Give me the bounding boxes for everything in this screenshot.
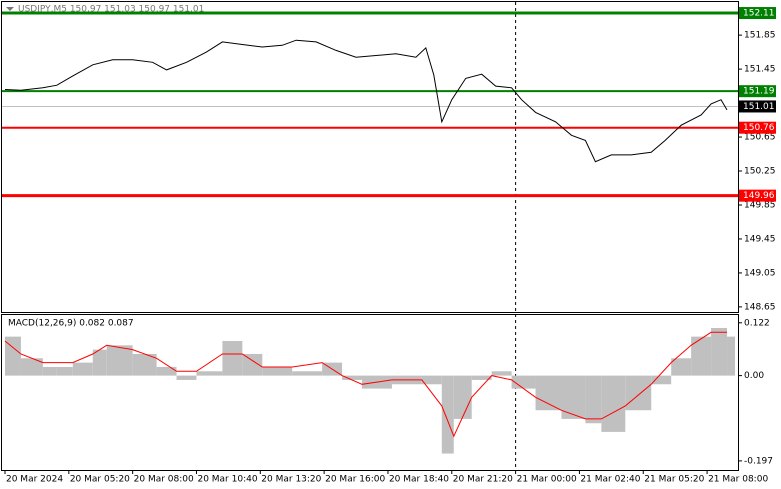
macd-bar (342, 375, 363, 380)
macd-bar (20, 358, 43, 376)
macd-bar (441, 375, 454, 454)
macd-bar (601, 375, 626, 432)
macd-bar (453, 375, 472, 419)
macd-tick-label: 0.00 (744, 371, 764, 381)
x-tick-label: 21 Mar 05:20 (644, 475, 704, 485)
title-icon (6, 7, 14, 11)
macd-bar (106, 345, 133, 376)
macd-bar (711, 327, 728, 376)
level-label: 149.96 (743, 191, 775, 201)
x-tick-label: 21 Mar 08:00 (708, 475, 768, 485)
macd-bar (4, 336, 21, 376)
macd-bar (491, 371, 512, 376)
macd-bar (625, 375, 652, 411)
macd-bar (471, 375, 492, 380)
x-tick-label: 21 Mar 02:40 (580, 475, 640, 485)
macd-bar (262, 366, 293, 376)
macd-bar (671, 358, 692, 376)
x-tick-label: 20 Mar 08:00 (134, 475, 194, 485)
macd-bar (561, 375, 586, 419)
level-label-bg (739, 189, 776, 202)
price-line (4, 39, 728, 163)
level-label: 151.19 (743, 87, 775, 97)
macd-bar (691, 336, 712, 376)
macd-bar (242, 353, 263, 376)
macd-bar (176, 375, 197, 380)
y-tick-label: 151.85 (744, 31, 776, 41)
y-tick-label: 148.65 (744, 302, 776, 312)
y-tick-label: 149.85 (744, 200, 776, 210)
macd-bar (511, 375, 536, 389)
x-tick-label: 20 Mar 10:40 (197, 475, 257, 485)
last-price-bg (739, 100, 776, 113)
y-tick-label: 149.05 (744, 268, 776, 278)
x-tick-label: 20 Mar 21:20 (453, 475, 513, 485)
macd-bar (222, 340, 243, 376)
level-label-bg (739, 121, 776, 134)
macd-bar (535, 375, 562, 411)
level-label: 150.76 (743, 123, 775, 133)
macd-tick-label: 0.122 (744, 318, 770, 328)
macd-bar (196, 371, 223, 376)
macd-bar (132, 353, 157, 376)
y-tick-label: 150.65 (744, 133, 776, 143)
price-panel (1, 1, 739, 313)
macd-bar (585, 375, 602, 424)
x-tick-label: 20 Mar 2024 (6, 475, 63, 485)
level-label: 152.11 (743, 9, 775, 19)
macd-label: MACD(12,26,9) 0.082 0.087 (8, 319, 134, 329)
x-tick-label: 20 Mar 16:00 (325, 475, 385, 485)
macd-signal (4, 331, 727, 438)
macd-tick-label: -0.197 (744, 456, 773, 466)
x-tick-label: 20 Mar 18:40 (389, 475, 449, 485)
level-label-bg (739, 85, 776, 98)
x-tick-label: 20 Mar 05:20 (70, 475, 130, 485)
x-tick-label: 20 Mar 13:20 (261, 475, 321, 485)
x-tick-label: 21 Mar 00:00 (517, 475, 577, 485)
y-tick-label: 149.45 (744, 234, 776, 244)
macd-bar (56, 366, 73, 376)
level-label-bg (739, 7, 776, 20)
macd-bar (292, 371, 323, 376)
macd-bar (42, 366, 57, 376)
y-tick-label: 150.25 (744, 167, 776, 177)
macd-bar (92, 349, 107, 376)
macd-bar (727, 336, 736, 376)
y-tick-label: 151.45 (744, 65, 776, 75)
last-price-label: 151.01 (743, 102, 775, 112)
chart-title: USDJPY,M5 150.97 151.03 150.97 151.01 (18, 5, 204, 15)
macd-bar (72, 362, 93, 376)
macd-bar (421, 375, 442, 385)
macd-bar (651, 375, 672, 385)
macd-panel (1, 314, 739, 471)
macd-bar (156, 366, 177, 376)
